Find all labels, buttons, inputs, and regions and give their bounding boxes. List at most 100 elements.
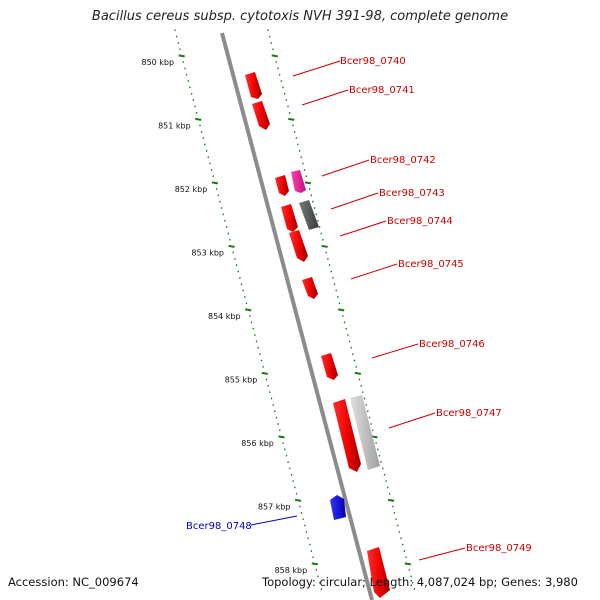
minor-tick	[228, 238, 231, 241]
leader-0747	[388, 412, 436, 429]
minor-tick	[270, 41, 273, 44]
minor-tick	[403, 549, 406, 552]
leader-0741	[301, 89, 349, 106]
minor-tick	[353, 359, 356, 362]
minor-tick	[330, 270, 333, 273]
minor-tick	[199, 124, 201, 127]
minor-tick	[277, 422, 280, 425]
minor-tick	[217, 194, 220, 197]
minor-tick	[287, 105, 289, 108]
minor-tick	[174, 29, 176, 32]
minor-tick	[177, 41, 180, 44]
minor-tick	[227, 232, 230, 235]
minor-tick	[257, 346, 260, 349]
gene-label-0740[interactable]: Bcer98_0740	[340, 56, 406, 67]
gene-feature-0747b[interactable]	[350, 395, 380, 470]
minor-tick	[285, 99, 288, 102]
gene-feature-0747a[interactable]	[333, 399, 361, 472]
minor-tick	[195, 111, 198, 114]
leader-0742	[321, 159, 370, 177]
topology-text: Topology: circular;	[262, 575, 366, 589]
major-tick	[228, 244, 235, 248]
minor-tick	[350, 346, 353, 349]
gene-feature-0742b[interactable]	[291, 170, 306, 193]
leader-0748	[250, 515, 298, 526]
gene-label-0748[interactable]: Bcer98_0748	[186, 521, 252, 532]
minor-tick	[360, 384, 363, 387]
gene-feature-0749[interactable]	[367, 547, 390, 598]
kbp-tick-label: 857 kbp	[258, 503, 291, 512]
gene-label-0742[interactable]: Bcer98_0742	[370, 155, 436, 166]
gene-feature-0741[interactable]	[252, 101, 270, 130]
gene-label-0745[interactable]: Bcer98_0745	[398, 259, 464, 270]
minor-tick	[238, 276, 241, 279]
minor-tick	[300, 156, 303, 159]
minor-tick	[242, 289, 245, 292]
gene-feature-0740[interactable]	[245, 72, 262, 99]
gene-label-0749[interactable]: Bcer98_0749	[466, 543, 532, 554]
minor-tick	[316, 219, 319, 222]
minor-tick	[277, 67, 279, 70]
gene-feature-0746[interactable]	[321, 353, 338, 380]
minor-tick	[243, 295, 246, 298]
minor-tick	[292, 124, 294, 127]
major-tick	[178, 54, 185, 58]
minor-tick	[267, 384, 270, 387]
leader-0749	[418, 547, 466, 561]
gene-feature-0743[interactable]	[299, 200, 319, 230]
gene-feature-0744a[interactable]	[281, 204, 298, 232]
minor-tick	[320, 588, 323, 591]
kbp-tick-label: 850 kbp	[141, 58, 174, 67]
minor-tick	[298, 149, 301, 152]
minor-tick	[310, 194, 313, 197]
major-tick	[321, 244, 328, 248]
minor-tick	[290, 473, 293, 476]
minor-tick	[313, 207, 316, 210]
gene-feature-0744b[interactable]	[289, 230, 308, 262]
minor-tick	[250, 321, 253, 324]
kbp-tick-label: 854 kbp	[208, 312, 241, 321]
gene-label-0741[interactable]: Bcer98_0741	[349, 85, 415, 96]
minor-tick	[210, 168, 213, 171]
gene-label-0743[interactable]: Bcer98_0743	[379, 188, 445, 199]
kbp-tick-label: 856 kbp	[241, 439, 274, 448]
minor-tick	[295, 137, 298, 140]
leader-0746	[371, 343, 419, 359]
minor-tick	[237, 270, 240, 273]
map-title: Bacillus cereus subsp. cytotoxis NVH 391…	[91, 9, 509, 24]
minor-tick	[202, 137, 205, 140]
kbp-tick-label: 852 kbp	[175, 185, 208, 194]
minor-tick	[293, 130, 296, 133]
minor-tick	[386, 486, 389, 489]
minor-tick	[215, 187, 218, 190]
minor-tick	[363, 397, 366, 400]
minor-tick	[336, 295, 339, 298]
minor-tick	[331, 276, 334, 279]
gene-feature-0742a[interactable]	[275, 175, 289, 196]
minor-tick	[267, 29, 269, 32]
minor-tick	[260, 359, 263, 362]
minor-tick	[343, 321, 346, 324]
leader-0743	[330, 192, 379, 210]
minor-tick	[321, 238, 324, 241]
minor-tick	[187, 80, 190, 83]
gene-feature-0748[interactable]	[330, 495, 346, 520]
major-tick	[211, 181, 219, 185]
gene-label-0746[interactable]: Bcer98_0746	[419, 339, 485, 350]
minor-tick	[376, 448, 379, 451]
gene-label-0747[interactable]: Bcer98_0747	[436, 408, 502, 419]
minor-tick	[346, 334, 349, 337]
minor-tick	[400, 537, 403, 540]
leader-0740	[292, 60, 341, 77]
minor-tick	[212, 175, 215, 178]
major-tick	[195, 117, 202, 121]
minor-tick	[270, 397, 273, 400]
gene-feature-0745[interactable]	[302, 277, 318, 299]
minor-tick	[280, 80, 283, 83]
gene-label-0744[interactable]: Bcer98_0744	[387, 216, 453, 227]
minor-tick	[282, 86, 284, 89]
major-tick	[271, 54, 278, 58]
minor-tick	[253, 334, 256, 337]
major-tick	[304, 181, 312, 185]
